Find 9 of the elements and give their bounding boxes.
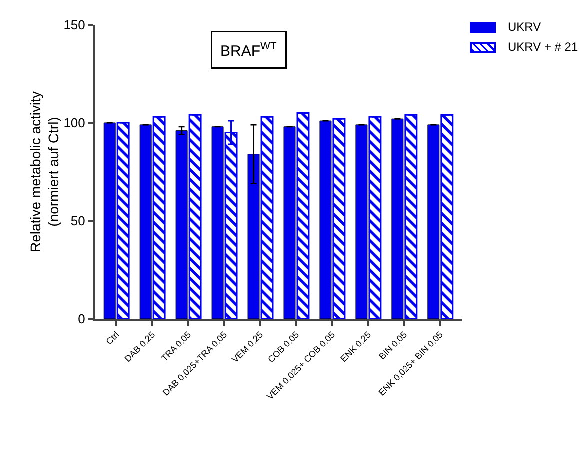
- y-tick-label: 0: [78, 312, 86, 327]
- y-tick-label: 50: [70, 214, 86, 229]
- y-axis-title: Relative metabolic activity (normiert auf Ctrl): [27, 91, 62, 253]
- legend-label: UKRV: [508, 20, 542, 34]
- legend-label: UKRV + # 21: [508, 40, 578, 54]
- x-tick-label: Ctrl: [104, 330, 122, 347]
- y-tick-label: 100: [64, 116, 86, 131]
- y-tick-label: 150: [64, 18, 86, 33]
- text: BRAF$^{WT}$: [220, 40, 278, 60]
